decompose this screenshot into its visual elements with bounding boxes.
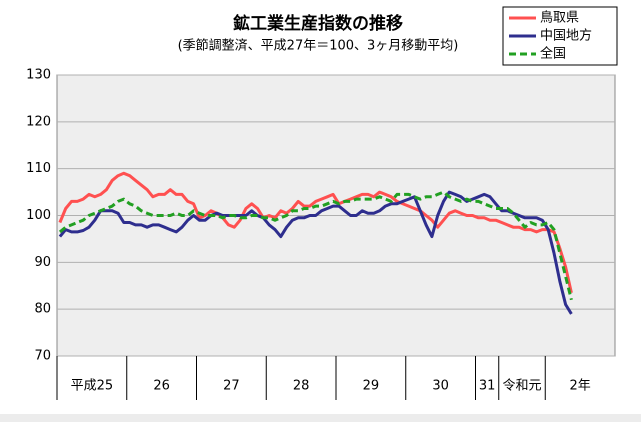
x-group-label: 令和元 — [502, 379, 541, 394]
x-group-label: 26 — [153, 379, 170, 394]
x-group-label: 30 — [432, 379, 449, 394]
legend-label: 全国 — [540, 46, 566, 62]
y-tick-label: 70 — [34, 349, 51, 364]
x-group-label: 27 — [223, 379, 240, 394]
x-group-label: 2年 — [569, 379, 590, 394]
series-line — [58, 190, 573, 301]
x-group-label: 平成25 — [71, 379, 114, 394]
bottom-strip — [0, 414, 641, 422]
y-tick-label: 110 — [26, 161, 51, 176]
y-tick-label: 90 — [34, 255, 51, 270]
x-group-label: 29 — [363, 379, 380, 394]
y-tick-label: 80 — [34, 302, 51, 317]
y-tick-label: 100 — [26, 208, 51, 223]
x-group-label: 28 — [293, 379, 310, 394]
x-group-label: 31 — [479, 379, 496, 394]
series-line — [58, 171, 573, 294]
chart-subtitle: (季節調整済、平成27年＝100、3ヶ月移動平均) — [178, 38, 459, 54]
y-tick-label: 130 — [26, 68, 51, 83]
y-tick-label: 120 — [26, 114, 51, 129]
legend-label: 鳥取県 — [540, 11, 579, 26]
series-line — [58, 190, 573, 315]
legend-label: 中国地方 — [540, 28, 592, 44]
chart-title: 鉱工業生産指数の推移 — [233, 13, 403, 34]
